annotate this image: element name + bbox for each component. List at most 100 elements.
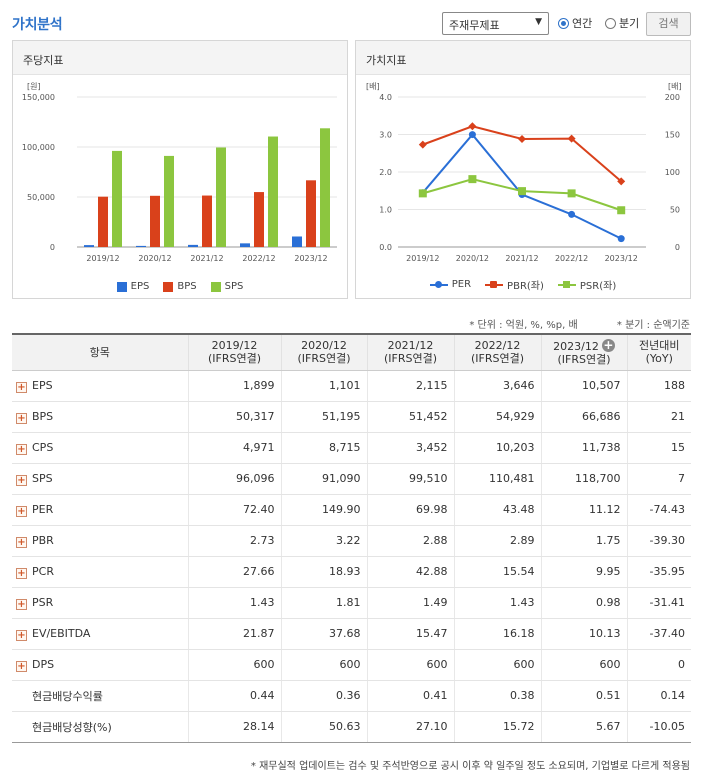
quarter-radio[interactable]: 분기 [605,15,639,31]
value-cell: 2.88 [366,525,454,557]
bar-sps[interactable] [216,147,226,247]
point-pbr[interactable] [418,140,427,149]
bar-bps[interactable] [98,196,108,247]
x-tick-label: 2020/12 [138,254,171,263]
row-label: CPS [32,440,54,454]
bar-eps[interactable] [292,236,302,247]
row-label-cell[interactable]: + PBR [12,525,188,557]
bar-eps[interactable] [240,243,250,247]
value-cell: 3,452 [366,432,454,464]
y-left-tick-label: 3.0 [379,131,392,140]
value-cell: 1.49 [366,587,454,619]
value-cell: 96,096 [187,463,281,495]
value-cell: 51,195 [280,401,367,433]
legend-item-bps[interactable]: BPS [163,281,197,292]
row-label-cell[interactable]: + PCR [12,556,188,588]
row-label-cell[interactable]: + EPS [12,370,188,402]
valuation-legend: PER PBR(좌) PSR(좌) [356,277,690,292]
value-cell: 28.14 [187,711,281,743]
value-cell: 15.54 [453,556,541,588]
value-cell: 21.87 [187,618,281,650]
legend-item-pbr[interactable]: PBR(좌) [485,277,544,292]
bar-bps[interactable] [202,195,212,247]
point-pbr[interactable] [617,177,626,186]
row-label-cell[interactable]: + SPS [12,463,188,495]
column-basis-label: (IFRS연결) [207,352,262,366]
point-psr[interactable] [518,187,526,196]
chevron-down-icon: ▼ [535,17,542,27]
bar-bps[interactable] [150,195,160,247]
row-label-cell[interactable]: + CPS [12,432,188,464]
bar-bps[interactable] [254,192,264,247]
row-label-cell[interactable]: + PER [12,494,188,526]
add-column-icon[interactable]: + [601,337,615,352]
expand-plus-icon[interactable]: + [16,567,27,579]
value-cell: 10.13 [540,618,627,650]
value-cell: 0.41 [366,680,454,712]
point-psr[interactable] [418,189,427,198]
expand-plus-icon[interactable]: + [16,381,27,393]
bar-sps[interactable] [320,128,330,247]
legend-item-sps[interactable]: SPS [210,281,243,292]
expand-plus-icon[interactable]: + [16,660,27,672]
search-button[interactable]: 검색 [646,12,691,36]
point-per[interactable] [468,131,476,139]
point-per[interactable] [617,235,625,243]
table-row: 현금배당수익률 0.44 0.36 0.41 0.38 0.51 0.14 [12,680,691,712]
expand-plus-icon[interactable]: + [16,412,27,424]
point-per[interactable] [568,210,576,218]
value-cell: 50.63 [280,711,367,743]
expand-plus-icon[interactable]: + [16,474,27,486]
legend-label-bps: BPS [177,281,197,292]
yoy-header-sub: (YoY) [645,352,673,366]
expand-plus-icon[interactable]: + [16,629,27,641]
value-cell: 15.72 [453,711,541,743]
row-label: BPS [32,409,54,423]
value-cell: 99,510 [366,463,454,495]
column-header-period: 2022/12 (IFRS연결) [453,333,541,371]
expand-plus-icon[interactable]: + [16,505,27,517]
yoy-cell: -74.43 [626,494,691,526]
point-psr[interactable] [468,175,477,184]
bar-sps[interactable] [164,155,174,247]
x-tick-label: 2021/12 [190,254,223,263]
bar-sps[interactable] [268,136,278,247]
bar-eps[interactable] [136,245,146,247]
point-psr[interactable] [567,189,576,198]
legend-item-per[interactable]: PER [429,277,471,292]
unit-note: * 단위 : 억원, %, %p, 배 [469,320,578,331]
legend-item-psr[interactable]: PSR(좌) [557,277,616,292]
bar-sps[interactable] [112,150,122,247]
row-label-cell[interactable]: + BPS [12,401,188,433]
yoy-cell: 0 [626,649,691,681]
y-tick-label: 50,000 [27,193,55,202]
value-cell: 54,929 [453,401,541,433]
bar-eps[interactable] [84,245,94,247]
annual-radio[interactable]: 연간 [558,15,592,31]
expand-plus-icon[interactable]: + [16,443,27,455]
row-label-cell[interactable]: + EV/EBITDA [12,618,188,650]
bar-eps[interactable] [188,244,198,247]
value-cell: 1.81 [280,587,367,619]
point-pbr[interactable] [567,134,576,143]
expand-plus-icon[interactable]: + [16,536,27,548]
row-label-cell[interactable]: + PSR [12,587,188,619]
legend-swatch-bps [163,281,174,292]
point-pbr[interactable] [518,135,526,143]
legend-item-eps[interactable]: EPS [116,281,149,292]
expand-plus-icon[interactable]: + [16,598,27,610]
value-cell: 3,646 [453,370,541,402]
statement-type-select[interactable]: 주재무제표 ▼ [442,12,549,35]
table-row: + BPS 50,317 51,195 51,452 54,929 66,686 21 [12,401,691,433]
point-psr[interactable] [617,206,626,215]
point-pbr[interactable] [468,122,477,131]
bar-bps[interactable] [306,180,316,247]
value-cell: 11,738 [540,432,627,464]
value-cell: 1.75 [540,525,627,557]
per-share-panel-title: 주당지표 [13,41,347,75]
table-notes: * 단위 : 억원, %, %p, 배 * 분기 : 순액기준 [433,316,690,331]
value-cell: 1.43 [453,587,541,619]
table-header-row: 항목 2019/12 (IFRS연결) 2020/12 (IFRS연결) 2021/12… [12,333,691,371]
row-label-cell[interactable]: + DPS [12,649,188,681]
table-row: + EV/EBITDA 21.87 37.68 15.47 16.18 10.13 -37.4… [12,618,691,650]
